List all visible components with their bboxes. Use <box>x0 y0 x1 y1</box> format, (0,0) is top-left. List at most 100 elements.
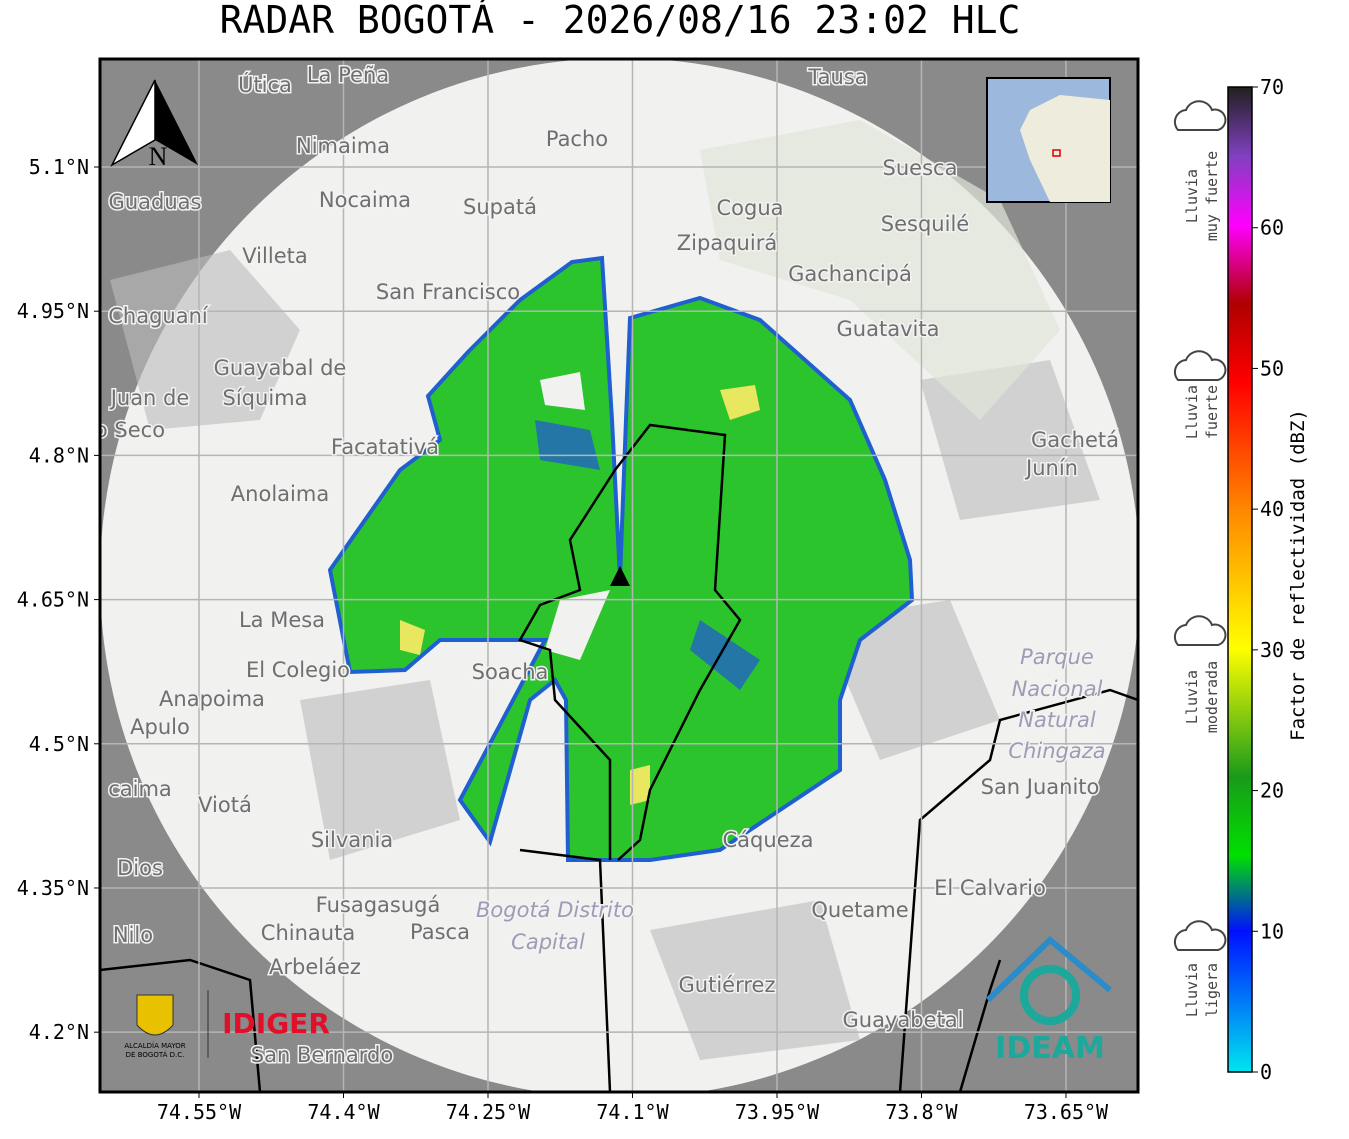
lat-tick-label: 4.2°N <box>29 1020 89 1044</box>
place-label: Guayabal de <box>214 356 347 380</box>
ideam-swirl <box>1020 965 1080 1025</box>
place-label: Útica <box>238 72 292 97</box>
place-label: Chaguaní <box>108 304 209 328</box>
place-label: Pacho <box>546 127 608 151</box>
rain-icon <box>1173 350 1227 381</box>
radar-site <box>610 566 630 586</box>
place-label: Nocaima <box>319 188 411 212</box>
lat-tick-label: 4.95°N <box>17 299 89 323</box>
place-label: Chingaza <box>1008 739 1105 763</box>
place-label: Gutiérrez <box>679 973 776 997</box>
rain-level-label: Lluvia <box>1183 963 1201 1017</box>
inset-land <box>1020 95 1110 202</box>
colorbar <box>1227 86 1253 1073</box>
place-label: La Peña <box>307 63 389 87</box>
radar-echo-weak <box>535 420 760 690</box>
lat-tick-label: 4.65°N <box>17 588 89 612</box>
place-label: Quetame <box>811 898 908 922</box>
place-label: Guatavita <box>837 317 940 341</box>
colorbar-label: Factor de reflectividad (dBZ) <box>1287 409 1309 741</box>
compass-arrow <box>155 80 198 165</box>
alcaldia-shield <box>136 994 174 1036</box>
place-label: Bogotá Distrito <box>476 898 634 922</box>
rain-level-label: Lluvia <box>1183 670 1201 724</box>
place-label: La Mesa <box>239 608 325 632</box>
lon-tick-label: 73.65°W <box>1024 1100 1109 1124</box>
radar-echo <box>327 255 915 862</box>
colorbar-tick-label: 50 <box>1260 356 1284 380</box>
rain-level-label: ligera <box>1203 963 1221 1017</box>
place-label: Nilo <box>113 923 153 947</box>
lon-tick-label: 74.25°W <box>446 1100 531 1124</box>
idiger-logo: IDIGER <box>222 1007 330 1040</box>
place-label: Junín <box>1024 456 1078 480</box>
colorbar-tick-label: 0 <box>1260 1060 1272 1084</box>
ideam-roof <box>985 935 1112 1003</box>
place-label: San Francisco <box>376 280 520 304</box>
map-frame <box>98 57 1140 1094</box>
colorbar-tick-label: 60 <box>1260 216 1284 240</box>
rain-level-label: moderada <box>1203 661 1221 733</box>
place-label: Fusagasugá <box>316 893 441 917</box>
place-label: Pasca <box>410 920 470 944</box>
place-label: Zipaquirá <box>677 231 777 255</box>
terrain-green <box>700 120 1060 420</box>
alcaldia-text: ALCALDÍA MAYOR <box>124 1041 185 1050</box>
place-label: Soacha <box>472 660 549 684</box>
place-label: Parque <box>1020 645 1094 669</box>
place-label: San Bernardo <box>251 1043 393 1067</box>
place-label: Viotá <box>198 793 252 817</box>
alcaldia-text: DE BOGOTÁ D.C. <box>126 1050 185 1059</box>
rain-level-label: Lluvia <box>1183 169 1201 223</box>
place-label: Gachetá <box>1031 428 1119 452</box>
place-label: Arbeláez <box>269 955 361 979</box>
place-label: Síquima <box>223 386 308 410</box>
lat-tick-label: 4.8°N <box>29 443 89 467</box>
colorbar-tick-label: 20 <box>1260 779 1284 803</box>
lat-tick-label: 5.1°N <box>29 155 89 179</box>
lat-tick-label: 4.5°N <box>29 732 89 756</box>
lon-tick-label: 73.95°W <box>735 1100 820 1124</box>
place-label: Suesca <box>883 156 958 180</box>
lon-tick-label: 74.4°W <box>307 1100 380 1124</box>
title: RADAR BOGOTÁ - 2026/08/16 23:02 HLC <box>220 0 1021 42</box>
place-label: Cogua <box>716 196 783 220</box>
grid <box>100 59 1138 1092</box>
place-label: San Juanito <box>981 775 1100 799</box>
colorbar-tick-label: 70 <box>1260 75 1284 99</box>
lon-tick-label: 74.1°W <box>596 1100 669 1124</box>
rain-icon <box>1173 100 1227 131</box>
place-label: Nimaima <box>296 134 390 158</box>
place-label: Natural <box>1018 708 1096 732</box>
place-label: Dios <box>117 856 163 880</box>
place-label: El Colegio <box>246 658 350 682</box>
place-label: Villeta <box>242 244 307 268</box>
radar-echo-gap <box>540 372 610 660</box>
colorbar-tick-label: 10 <box>1260 919 1284 943</box>
place-label: Guaduas <box>109 190 202 214</box>
lon-tick-label: 73.8°W <box>885 1100 958 1124</box>
rain-level-label: fuerte <box>1203 385 1221 439</box>
colorbar-tick-label: 40 <box>1260 497 1284 521</box>
place-label: Nacional <box>1012 677 1103 701</box>
ideam-logo: IDEAM <box>995 1031 1105 1066</box>
place-label: Apulo <box>130 715 190 739</box>
rain-level-label: muy fuerte <box>1203 151 1221 241</box>
place-label: Anapoima <box>159 687 265 711</box>
place-label: Cáqueza <box>723 828 814 852</box>
place-label: Facatativá <box>331 435 439 459</box>
place-label: El Calvario <box>934 876 1046 900</box>
place-label: caima <box>108 777 172 801</box>
rain-level-label: Lluvia <box>1183 385 1201 439</box>
inset-marker <box>1052 149 1061 157</box>
lat-tick-label: 4.35°N <box>17 876 89 900</box>
place-label: Anolaima <box>231 482 329 506</box>
map: La Peña Útica Tausa Pacho Nimaima Nocaima Supa… <box>100 59 1138 1092</box>
place-label: Gachancipá <box>788 262 912 286</box>
place-label: Tausa <box>807 65 867 89</box>
terrain-regions <box>110 250 1100 1060</box>
place-label: Guayabetal <box>843 1008 964 1032</box>
lon-tick-label: 74.55°W <box>157 1100 242 1124</box>
place-label: Sesquilé <box>881 212 969 236</box>
